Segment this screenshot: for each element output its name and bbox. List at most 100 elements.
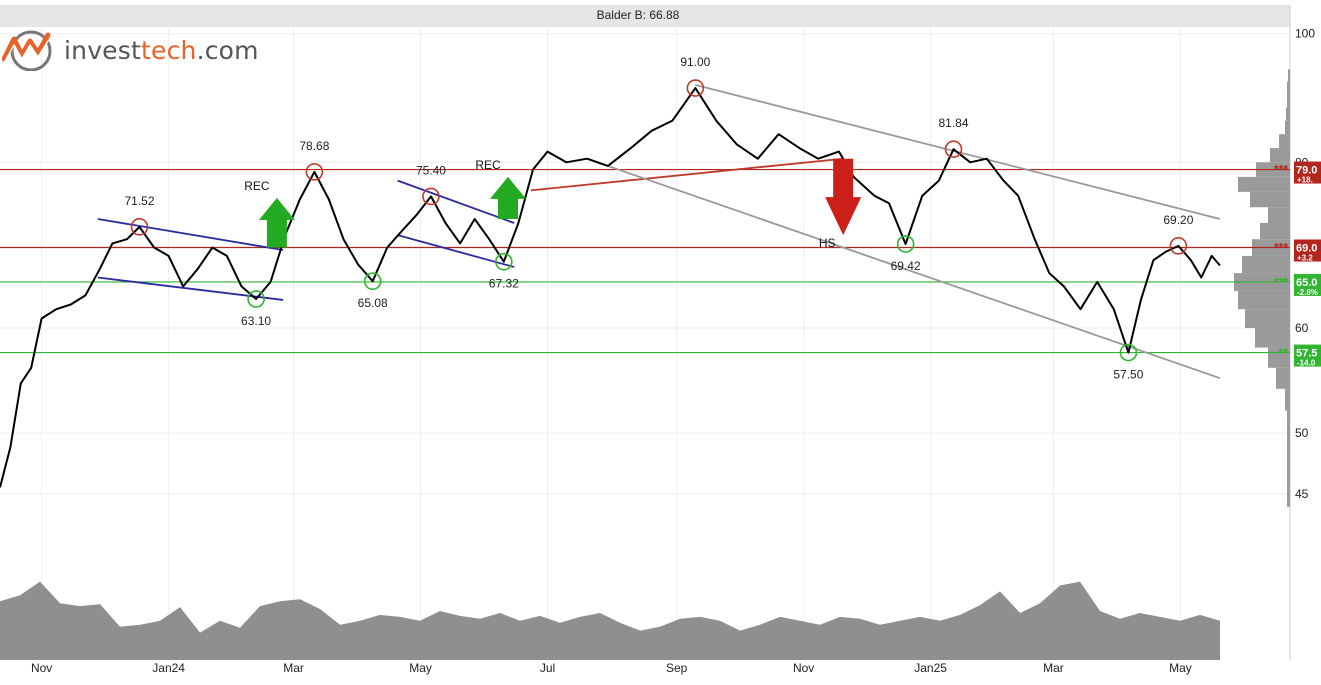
extremum-label: 57.50 [1113, 368, 1143, 382]
volume-profile-bar [1238, 290, 1290, 310]
extremum-label: 81.84 [938, 116, 968, 130]
level-change: +18. [1297, 176, 1313, 185]
signal-label: HS [819, 236, 836, 250]
level-stars: ** [1279, 346, 1289, 360]
extremum-circle-bottom [247, 290, 265, 308]
extremum-label: 78.68 [299, 139, 329, 153]
extremum-circle-top [686, 79, 705, 97]
trend-line [530, 157, 844, 192]
volume-profile [1234, 69, 1290, 507]
trend-line [586, 157, 1221, 380]
signal-arrow-up [258, 197, 295, 248]
extremum-circle-bottom [896, 235, 915, 253]
price-line [0, 87, 1221, 488]
level-badge [1294, 161, 1321, 184]
volume-profile-bar [1287, 94, 1290, 108]
level-stars: *** [1274, 241, 1288, 255]
logo: investtech.com [2, 28, 259, 72]
level-value: 79.0 [1296, 165, 1317, 177]
trend-line [97, 276, 284, 301]
extremum-label: 67.32 [489, 277, 519, 291]
volume-profile-bar [1270, 148, 1290, 163]
volume-profile-bar [1238, 176, 1290, 192]
volume-profile-bar [1245, 309, 1290, 329]
extremum-circle-bottom [495, 252, 513, 271]
level-stars: *** [1274, 275, 1288, 289]
x-tick-label: Jan25 [914, 661, 947, 675]
logo-text-part3: .com [196, 35, 259, 65]
extremum-circle-top [944, 140, 963, 158]
level-labels: *** 79.0+18. *** 69.0+3.2 *** 65.0-2.8% ** 57.5… [1274, 161, 1321, 368]
x-tick-label: Jan24 [152, 661, 185, 675]
trend-line [97, 218, 284, 251]
volume-profile-bar [1242, 255, 1290, 274]
x-tick-label: Nov [793, 661, 814, 675]
trend-line [397, 179, 515, 224]
x-tick-label: Jul [540, 661, 555, 675]
volume-profile-bar [1288, 69, 1290, 82]
x-tick-label: Mar [1043, 661, 1064, 675]
level-change: +3.2 [1297, 254, 1313, 263]
chart-title: Balder B: 66.88 [597, 8, 680, 22]
extremum-circle-top [130, 218, 149, 236]
x-tick-label: Sep [666, 661, 688, 675]
volume-profile-bar [1287, 410, 1290, 434]
trend-line [397, 234, 515, 268]
logo-wordmark: investtech.com [64, 36, 259, 65]
level-badge [1294, 273, 1321, 296]
signals: REC REC HS [244, 158, 862, 250]
volume-area [0, 581, 1220, 660]
volume-profile-bar [1287, 456, 1290, 482]
extremum-circle-top [1169, 237, 1188, 255]
y-tick-label: 50 [1295, 426, 1309, 440]
support-resistance-levels [0, 168, 1290, 354]
y-tick-label: 45 [1295, 487, 1309, 501]
volume-profile-bar [1279, 134, 1290, 149]
x-tick-label: May [1169, 661, 1192, 675]
signal-arrow-up [489, 176, 526, 220]
y-tick-label: 100 [1295, 27, 1315, 41]
logo-text-part1: invest [64, 35, 141, 65]
x-axis: Nov Jan24 Mar May Jul Sep Nov Jan25 Mar May [31, 661, 1192, 675]
volume-profile-bar [1286, 107, 1290, 121]
level-badge [1294, 239, 1321, 262]
grid [0, 28, 1290, 660]
logo-text-part2: tech [141, 35, 197, 65]
volume-profile-bar [1287, 81, 1290, 95]
extremum-circle-top [422, 187, 440, 206]
level-stars: *** [1274, 163, 1288, 177]
trend-lines [97, 84, 1221, 380]
volume-profile-bar [1285, 120, 1290, 135]
volume-profile-bar [1276, 367, 1290, 389]
extremum-label: 69.20 [1163, 213, 1193, 227]
level-change: -14.0 [1297, 359, 1316, 368]
level-value: 65.0 [1296, 277, 1317, 289]
volume-profile-bar [1260, 223, 1290, 240]
volume-area-path [0, 581, 1220, 660]
title-bar [0, 5, 1290, 27]
volume-profile-bar [1287, 481, 1290, 507]
volume-profile-bar [1285, 388, 1290, 411]
extremum-label: 71.52 [124, 194, 154, 208]
volume-profile-bar [1287, 433, 1290, 457]
extremum-label: 63.10 [241, 314, 271, 328]
extremum-circle-bottom [363, 272, 382, 291]
extremum-label: 75.40 [416, 163, 446, 177]
volume-profile-bar [1268, 207, 1290, 224]
y-tick-label: 60 [1295, 321, 1309, 335]
extremum-label: 65.08 [358, 296, 388, 310]
level-badge [1294, 344, 1321, 367]
volume-profile-bar [1255, 328, 1290, 348]
logo-mark-icon [2, 30, 52, 71]
x-tick-label: Nov [31, 661, 52, 675]
extremum-circle-bottom [1119, 343, 1138, 362]
extremum-label: 91.00 [680, 55, 710, 69]
level-value: 69.0 [1296, 243, 1317, 255]
x-tick-label: May [409, 661, 432, 675]
signal-arrow-down [825, 158, 862, 236]
level-change: -2.8% [1297, 288, 1318, 297]
volume-profile-bar [1250, 191, 1290, 208]
level-value: 57.5 [1296, 348, 1317, 360]
